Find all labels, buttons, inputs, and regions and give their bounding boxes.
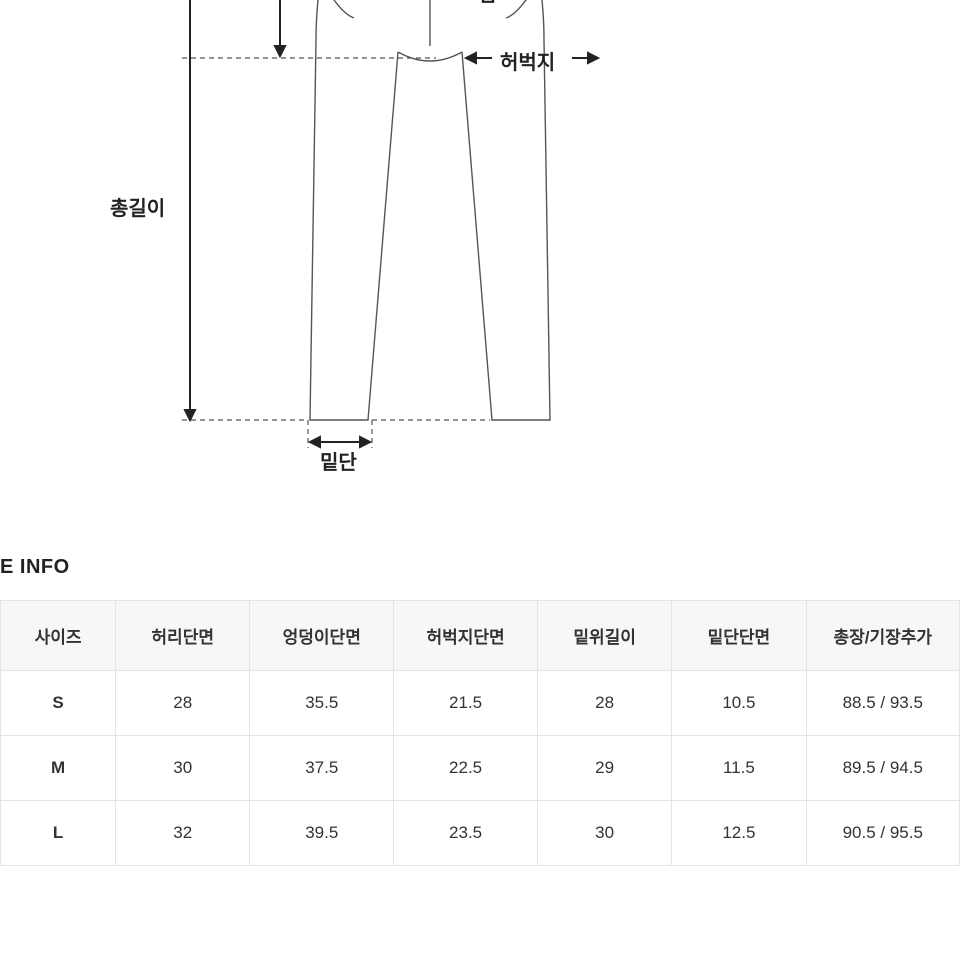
cell: 30 [116, 736, 250, 801]
cell-size: S [1, 671, 116, 736]
label-hip: 힙 [478, 0, 496, 7]
col-waist: 허리단면 [116, 601, 250, 671]
cell: 21.5 [394, 671, 538, 736]
table-row: M 30 37.5 22.5 29 11.5 89.5 / 94.5 [1, 736, 960, 801]
cell: 29 [538, 736, 672, 801]
cell: 12.5 [672, 801, 806, 866]
table-header-row: 사이즈 허리단면 엉덩이단면 허벅지단면 밑위길이 밑단단면 총장/기장추가 [1, 601, 960, 671]
col-hip: 엉덩이단면 [250, 601, 394, 671]
table-row: S 28 35.5 21.5 28 10.5 88.5 / 93.5 [1, 671, 960, 736]
cell: 35.5 [250, 671, 394, 736]
cell-size: L [1, 801, 116, 866]
cell: 39.5 [250, 801, 394, 866]
table-row: L 32 39.5 23.5 30 12.5 90.5 / 95.5 [1, 801, 960, 866]
cell-size: M [1, 736, 116, 801]
cell: 37.5 [250, 736, 394, 801]
cell: 28 [116, 671, 250, 736]
cell: 89.5 / 94.5 [806, 736, 959, 801]
cell: 32 [116, 801, 250, 866]
cell: 28 [538, 671, 672, 736]
cell: 23.5 [394, 801, 538, 866]
cell: 90.5 / 95.5 [806, 801, 959, 866]
col-rise: 밑위길이 [538, 601, 672, 671]
cell: 88.5 / 93.5 [806, 671, 959, 736]
cell: 10.5 [672, 671, 806, 736]
label-hem: 밑단 [320, 446, 357, 475]
col-thigh: 허벅지단면 [394, 601, 538, 671]
pants-diagram: 밑위 힙 허벅지 총길이 밑단 [140, 0, 700, 500]
cell: 11.5 [672, 736, 806, 801]
label-thigh: 허벅지 [500, 46, 555, 75]
cell: 22.5 [394, 736, 538, 801]
col-length: 총장/기장추가 [806, 601, 959, 671]
col-hem: 밑단단면 [672, 601, 806, 671]
section-title-size-info: E INFO [0, 556, 70, 579]
size-table: 사이즈 허리단면 엉덩이단면 허벅지단면 밑위길이 밑단단면 총장/기장추가 S… [0, 600, 960, 866]
col-size: 사이즈 [1, 601, 116, 671]
label-total-length: 총길이 [110, 192, 165, 221]
cell: 30 [538, 801, 672, 866]
